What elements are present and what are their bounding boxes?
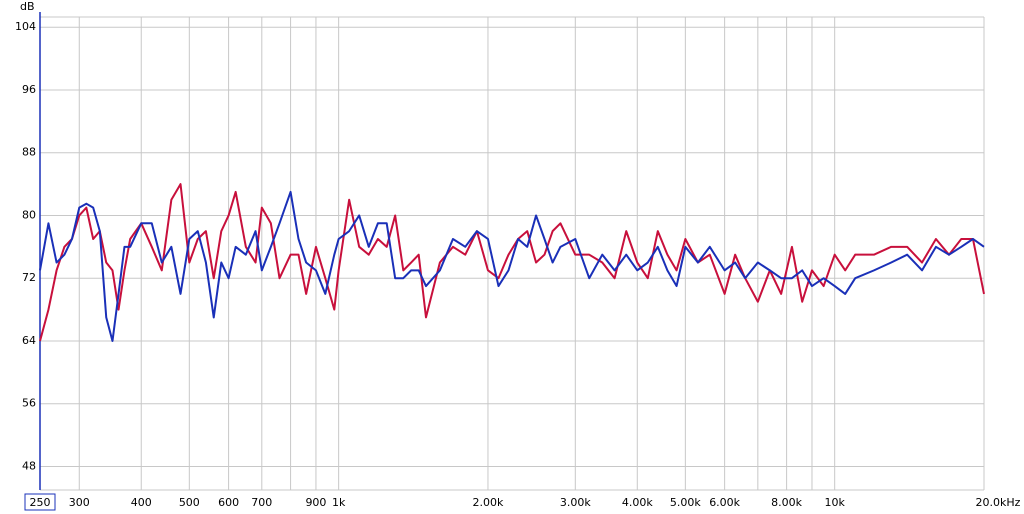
y-tick-label: 104	[15, 20, 36, 33]
x-tick-label: 600	[218, 496, 239, 509]
x-tick-label: 5.00k	[670, 496, 701, 509]
x-tick-label: 400	[131, 496, 152, 509]
series-line	[39, 190, 985, 342]
y-tick-label: 96	[22, 83, 36, 96]
x-tick-label: 700	[251, 496, 272, 509]
y-tick-label: 80	[22, 208, 36, 221]
x-tick-label: 8.00k	[771, 496, 802, 509]
x-tick-label: 900	[305, 496, 326, 509]
y-tick-label: 48	[22, 459, 36, 472]
x-tick-label: 250	[30, 496, 51, 509]
x-tick-label: 300	[69, 496, 90, 509]
y-axis-label: dB	[20, 0, 35, 13]
x-tick-label: 3.00k	[560, 496, 591, 509]
y-tick-label: 56	[22, 397, 36, 410]
x-tick-label: 10k	[824, 496, 845, 509]
x-tick-label: 1k	[332, 496, 346, 509]
x-tick-label: 500	[179, 496, 200, 509]
x-tick-label: 20.0kHz	[976, 496, 1021, 509]
x-tick-label: 4.00k	[622, 496, 653, 509]
y-tick-label: 64	[22, 334, 36, 347]
y-tick-label: 72	[22, 271, 36, 284]
range-start-box	[24, 493, 56, 511]
series-line	[39, 183, 985, 342]
x-tick-label: 2.00k	[473, 496, 504, 509]
x-tick-label: 6.00k	[709, 496, 740, 509]
y-tick-label: 88	[22, 146, 36, 159]
